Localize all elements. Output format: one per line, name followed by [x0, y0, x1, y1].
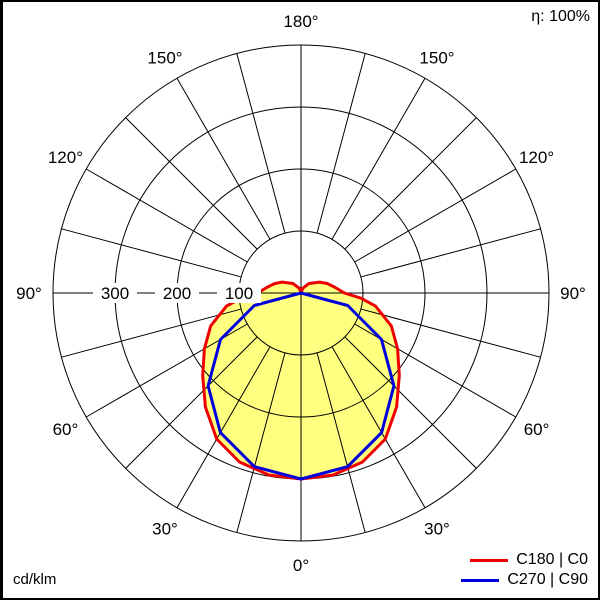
- grid-spoke: [61, 308, 242, 358]
- grid-spoke: [61, 228, 242, 278]
- radial-tick-label: 200: [163, 284, 191, 303]
- series-curve-1: [206, 291, 396, 481]
- legend-item-c270-c90: C270 | C90: [461, 570, 588, 590]
- tick-label-bg: [155, 283, 199, 303]
- grid-spoke: [85, 168, 248, 263]
- grid-spoke: [344, 117, 477, 250]
- angle-label: 90°: [16, 284, 42, 303]
- angle-label: 90°: [560, 284, 586, 303]
- tick-label-bg: [93, 283, 137, 303]
- legend-label: C180 | C0: [516, 551, 588, 568]
- grid-spoke: [125, 336, 258, 469]
- tick-label-bg: [217, 283, 261, 303]
- grid-spoke: [360, 228, 541, 278]
- grid-spoke: [125, 117, 258, 250]
- grid-spoke: [331, 346, 426, 509]
- grid-spoke: [354, 168, 517, 263]
- radial-tick-label: 300: [101, 284, 129, 303]
- grid-spoke: [360, 308, 541, 358]
- angle-label: 120°: [519, 148, 554, 167]
- grid-spoke: [236, 352, 286, 533]
- grid-spoke: [344, 336, 477, 469]
- legend: C180 | C0 C270 | C90: [461, 550, 588, 590]
- unit-label: cd/klm: [13, 571, 57, 588]
- legend-swatch: [461, 578, 500, 582]
- grid-spoke: [316, 53, 366, 234]
- grid-spoke: [176, 346, 271, 509]
- angle-label: 30°: [152, 520, 178, 539]
- legend-label: C270 | C90: [507, 571, 588, 588]
- legend-item-c180-c0: C180 | C0: [461, 550, 588, 570]
- polar-plot: 100 200 300 180° 150° 150° 120° 120° 90° 90° 60° 60…: [16, 12, 586, 575]
- legend-swatch: [470, 558, 509, 562]
- radial-tick-label: 100: [225, 284, 253, 303]
- angle-label: 150°: [419, 48, 454, 67]
- angle-label: 30°: [424, 520, 450, 539]
- grid-spoke: [331, 77, 426, 240]
- angle-label: 150°: [147, 48, 182, 67]
- angle-label: 0°: [293, 556, 309, 575]
- angle-label: 60°: [53, 420, 79, 439]
- angle-label: 60°: [524, 420, 550, 439]
- angle-label: 180°: [283, 12, 318, 31]
- angle-label: 120°: [48, 148, 83, 167]
- grid-spoke: [176, 77, 271, 240]
- efficiency-label: η: 100%: [531, 8, 590, 25]
- grid-spoke: [236, 53, 286, 234]
- grid-spoke: [316, 352, 366, 533]
